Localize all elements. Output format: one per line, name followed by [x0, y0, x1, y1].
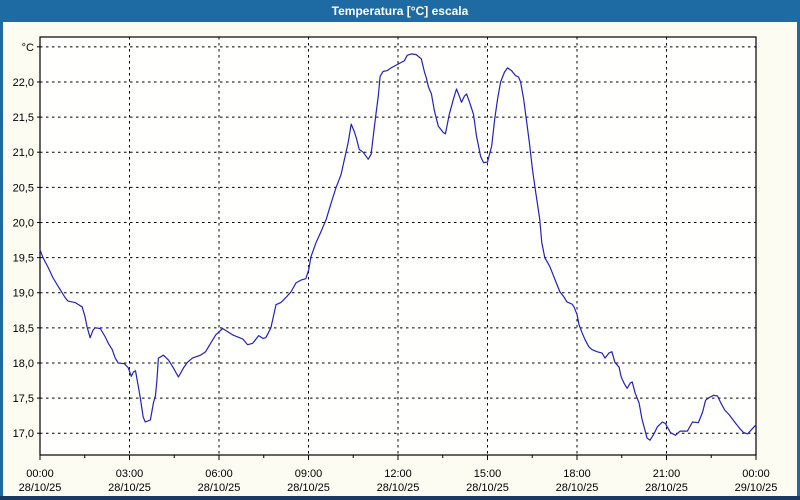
x-tick-time-label: 09:00	[295, 468, 323, 480]
x-tick-time-label: 00:00	[26, 468, 54, 480]
plot-border	[39, 36, 757, 456]
y-tick-label: 19,5	[13, 253, 34, 265]
x-tick-time-label: 15:00	[474, 468, 502, 480]
y-tick-label: 21,0	[13, 147, 34, 159]
x-tick-date-label: 28/10/25	[645, 482, 688, 494]
x-tick-time-label: 00:00	[742, 468, 770, 480]
y-tick-label: 20,0	[13, 217, 34, 229]
x-tick-time-label: 03:00	[116, 468, 144, 480]
window-bottom-edge	[0, 496, 800, 500]
window-titlebar[interactable]: Temperatura [°C] escala	[0, 0, 800, 22]
x-tick-time-label: 21:00	[653, 468, 681, 480]
x-tick-date-label: 28/10/25	[19, 482, 62, 494]
y-tick-label: 20,5	[13, 182, 34, 194]
x-tick-date-label: 28/10/25	[377, 482, 420, 494]
x-tick-date-label: 28/10/25	[556, 482, 599, 494]
x-tick-time-label: 18:00	[563, 468, 591, 480]
y-tick-label: 17,0	[13, 428, 34, 440]
y-axis-unit-label: °C	[22, 42, 34, 54]
y-tick-label: 19,0	[13, 288, 34, 300]
temperature-chart: 17,0 17,5 18,0 18,5 19,0 19,5 20,0 20,5 21,0 21,5…	[13, 36, 778, 494]
window-title: Temperatura [°C] escala	[331, 4, 469, 18]
y-tick-label: 18,0	[13, 358, 34, 370]
temperature-line	[39, 53, 757, 441]
y-tick-label: 18,5	[13, 323, 34, 335]
x-tick-date-label: 29/10/25	[735, 482, 778, 494]
x-tick-date-label: 28/10/25	[466, 482, 509, 494]
x-tick-time-label: 12:00	[384, 468, 412, 480]
x-tick-date-label: 28/10/25	[287, 482, 330, 494]
y-tick-label: 17,5	[13, 393, 34, 405]
x-tick-date-label: 28/10/25	[108, 482, 151, 494]
y-tick-label: 22,0	[13, 77, 34, 89]
x-tick-date-label: 28/10/25	[198, 482, 241, 494]
x-tick-time-label: 06:00	[205, 468, 233, 480]
chart-area: 17,0 17,5 18,0 18,5 19,0 19,5 20,0 20,5 21,0 21,5…	[3, 22, 797, 496]
y-tick-label: 21,5	[13, 112, 34, 124]
